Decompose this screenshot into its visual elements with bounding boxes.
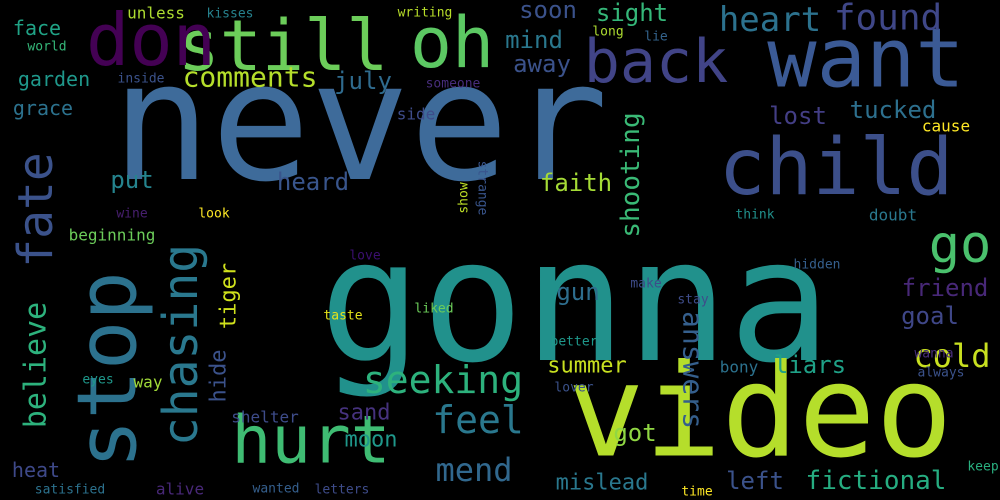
word: hurt — [232, 402, 391, 479]
word: satisfied — [35, 483, 105, 498]
word: side — [397, 105, 436, 124]
word: beginning — [69, 226, 156, 245]
word: put — [110, 166, 153, 194]
word: sand — [338, 401, 391, 426]
word: time — [681, 485, 712, 500]
word: hide — [207, 350, 232, 403]
word: believe — [19, 302, 54, 428]
word: doubt — [869, 206, 917, 225]
word: mend — [435, 451, 512, 489]
word: eyes — [82, 373, 113, 388]
word: moon — [345, 428, 398, 453]
word: wanna — [914, 347, 953, 362]
word: cold — [913, 337, 990, 375]
word: wine — [116, 207, 147, 222]
word: still — [178, 5, 389, 87]
word: friend — [902, 274, 989, 302]
word: feel — [432, 398, 524, 442]
word: always — [918, 366, 965, 381]
word: alive — [156, 480, 204, 499]
word: grace — [13, 96, 73, 120]
word: love — [349, 249, 380, 264]
word: answers — [677, 311, 710, 429]
word: july — [334, 67, 392, 95]
word: shelter — [231, 408, 299, 427]
word: comments — [183, 61, 318, 94]
word: inside — [118, 72, 165, 87]
word: kisses — [207, 7, 254, 22]
word: never — [112, 26, 609, 218]
word: think — [735, 208, 774, 223]
word: heard — [277, 168, 349, 196]
word: bony — [720, 358, 759, 377]
word: world — [27, 40, 66, 55]
word: oh — [410, 2, 494, 84]
word: strange — [475, 161, 490, 216]
word: got — [613, 419, 656, 447]
word: shooting — [616, 112, 646, 237]
word: fate — [8, 152, 64, 268]
word: gun — [556, 278, 599, 306]
word: cause — [922, 117, 970, 136]
word: mislead — [556, 471, 649, 496]
word: show — [457, 182, 472, 213]
word: look — [198, 207, 229, 222]
word: tiger — [217, 263, 242, 329]
word: taste — [323, 309, 362, 324]
word: fictional — [806, 466, 947, 496]
word: chasing — [153, 244, 209, 446]
word: heat — [12, 458, 60, 482]
word: better — [551, 335, 598, 350]
word: keep — [967, 460, 998, 475]
word: liked — [414, 302, 453, 317]
word: away — [513, 50, 571, 78]
word: someone — [426, 77, 481, 92]
word: go — [929, 215, 992, 275]
word: unless — [127, 4, 185, 23]
word: lie — [644, 30, 668, 45]
word: gonna — [319, 203, 831, 401]
word: found — [834, 0, 942, 39]
word: lover — [554, 381, 593, 396]
word: don — [86, 0, 216, 82]
word: tucked — [850, 96, 937, 124]
word: mind — [505, 26, 563, 54]
word: way — [134, 373, 163, 392]
word: stay — [677, 293, 708, 308]
word: child — [719, 123, 954, 213]
word: face — [13, 16, 61, 40]
word: back — [584, 27, 729, 97]
word: writing — [398, 6, 453, 21]
word: heart — [719, 0, 821, 40]
word: summer — [547, 354, 626, 379]
word: long — [592, 25, 623, 40]
word: liars — [774, 351, 846, 379]
word: left — [726, 467, 784, 495]
word: letters — [315, 483, 370, 498]
word: video — [567, 338, 952, 487]
word: soon — [519, 0, 577, 24]
word: faith — [540, 169, 612, 197]
word: sight — [596, 0, 668, 27]
word: garden — [18, 67, 90, 91]
word: seeking — [363, 358, 523, 402]
word: make — [630, 277, 661, 292]
word: hidden — [794, 258, 841, 273]
word: lost — [769, 102, 827, 130]
word: want — [767, 12, 964, 107]
word: goal — [901, 302, 959, 330]
word: wanted — [253, 482, 300, 497]
word: stop — [61, 271, 156, 468]
